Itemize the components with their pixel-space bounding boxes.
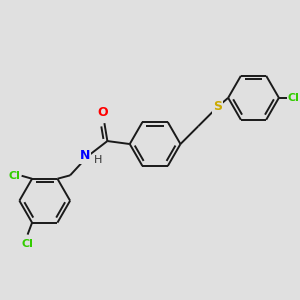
Text: N: N bbox=[80, 149, 90, 163]
Text: S: S bbox=[213, 100, 222, 113]
Text: O: O bbox=[98, 106, 108, 119]
Text: H: H bbox=[94, 155, 103, 165]
Text: Cl: Cl bbox=[8, 171, 20, 181]
Text: Cl: Cl bbox=[22, 238, 34, 248]
Text: Cl: Cl bbox=[288, 93, 300, 103]
